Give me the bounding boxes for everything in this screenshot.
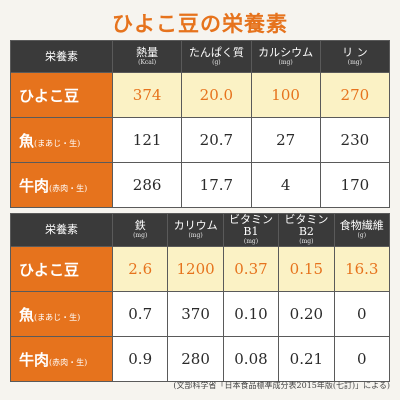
table-cell: 0.15 <box>278 246 335 292</box>
row-label: ひよこ豆 <box>10 246 113 292</box>
table-cell: 16.3 <box>333 246 391 292</box>
column-label: 食物繊維 <box>339 219 384 232</box>
table-cell: 0 <box>333 336 391 382</box>
table-header-row: 栄養素 鉄 (mg) カリウム (mg) ビタミンB1 (mg) ビタミンB2 (mg)… <box>10 213 391 247</box>
row-label: ひよこ豆 <box>10 72 113 118</box>
column-unit: (mg) <box>278 58 293 66</box>
column-label: 鉄 <box>134 219 146 232</box>
row-name: 牛肉 <box>19 350 50 369</box>
column-unit: (g) <box>357 232 367 239</box>
column-header: リ ン (mg) <box>319 40 391 73</box>
table-cell: 0 <box>333 291 391 337</box>
column-header: たんぱく質 (g) <box>181 40 252 73</box>
column-label: ビタミンB1 <box>228 213 273 238</box>
table-cell: 0.10 <box>222 291 280 337</box>
column-header: 熱量 (Kcal) <box>111 40 183 73</box>
column-label: カリウム <box>173 219 218 232</box>
row-name: 牛肉 <box>19 176 50 195</box>
table-cell: 1200 <box>167 246 224 292</box>
column-unit: (mg) <box>347 58 362 66</box>
table-row: 魚(まあじ・生) 121 20.7 27 230 <box>10 117 391 163</box>
table-cell: 280 <box>167 336 224 382</box>
column-unit: (Kcal) <box>138 58 157 66</box>
column-unit: (mg) <box>299 238 314 245</box>
row-note: (赤肉・生) <box>49 357 88 367</box>
row-label: 魚(まあじ・生) <box>10 117 113 163</box>
column-unit: (g) <box>212 58 221 66</box>
row-note: (赤肉・生) <box>49 183 88 193</box>
table-cell: 2.6 <box>111 246 169 292</box>
column-header: 食物繊維 (g) <box>333 213 391 247</box>
column-label: カルシウム <box>258 45 314 59</box>
table-cell: 374 <box>111 72 183 118</box>
table-cell: 0.7 <box>111 291 169 337</box>
table-header-row: 栄養素 熱量 (Kcal) たんぱく質 (g) カルシウム (mg) リ ン (mg) <box>10 40 391 73</box>
table-cell: 27 <box>250 117 321 163</box>
row-label: 牛肉(赤肉・生) <box>10 162 113 208</box>
row-note: (まあじ・生) <box>34 138 81 148</box>
column-unit: (mg) <box>243 238 259 245</box>
table-cell: 170 <box>319 162 391 208</box>
table-cell: 0.21 <box>278 336 335 382</box>
nutrition-table-1: 栄養素 熱量 (Kcal) たんぱく質 (g) カルシウム (mg) リ ン (mg) … <box>10 40 391 208</box>
column-label: リ ン <box>342 45 368 59</box>
table-row: 魚(まあじ・生) 0.7 370 0.10 0.20 0 <box>10 291 391 337</box>
table-cell: 270 <box>319 72 391 118</box>
table-cell: 0.9 <box>111 336 169 382</box>
row-name: 魚 <box>19 131 35 150</box>
page-title: ひよこ豆の栄養素 <box>112 11 288 36</box>
row-label: 魚(まあじ・生) <box>10 291 113 337</box>
corner-label: 栄養素 <box>10 40 113 73</box>
column-unit: (mg) <box>188 232 203 239</box>
column-label: たんぱく質 <box>188 45 244 59</box>
column-header: 鉄 (mg) <box>111 213 169 247</box>
table-cell: 20.0 <box>181 72 252 118</box>
table-row: ひよこ豆 2.6 1200 0.37 0.15 16.3 <box>10 246 391 292</box>
table-row: 牛肉(赤肉・生) 0.9 280 0.08 0.21 0 <box>10 336 391 382</box>
column-header: ビタミンB2 (mg) <box>278 213 335 247</box>
table-cell: 20.7 <box>181 117 252 163</box>
table-cell: 286 <box>111 162 183 208</box>
row-note: (まあじ・生) <box>34 312 81 322</box>
table-cell: 0.20 <box>278 291 335 337</box>
table-cell: 121 <box>111 117 183 163</box>
column-label: 熱量 <box>136 45 159 59</box>
table-cell: 4 <box>250 162 321 208</box>
table-cell: 100 <box>250 72 321 118</box>
row-name: 魚 <box>19 305 35 324</box>
nutrition-table-2: 栄養素 鉄 (mg) カリウム (mg) ビタミンB1 (mg) ビタミンB2 (mg)… <box>10 213 391 382</box>
column-unit: (mg) <box>133 232 148 239</box>
column-header: カルシウム (mg) <box>250 40 321 73</box>
table-cell: 0.37 <box>222 246 280 292</box>
table-row: ひよこ豆 374 20.0 100 270 <box>10 72 391 118</box>
corner-label: 栄養素 <box>10 213 113 247</box>
table-cell: 230 <box>319 117 391 163</box>
row-label: 牛肉(赤肉・生) <box>10 336 113 382</box>
column-header: カリウム (mg) <box>167 213 224 247</box>
source-citation: (文部科学省「日本食品標準成分表2015年版(七訂)」による) <box>173 381 390 390</box>
row-name: ひよこ豆 <box>19 86 80 105</box>
table-cell: 0.08 <box>222 336 280 382</box>
table-row: 牛肉(赤肉・生) 286 17.7 4 170 <box>10 162 391 208</box>
table-cell: 17.7 <box>181 162 252 208</box>
column-label: ビタミンB2 <box>284 213 329 238</box>
table-cell: 370 <box>167 291 224 337</box>
row-name: ひよこ豆 <box>19 260 80 279</box>
column-header: ビタミンB1 (mg) <box>222 213 280 247</box>
